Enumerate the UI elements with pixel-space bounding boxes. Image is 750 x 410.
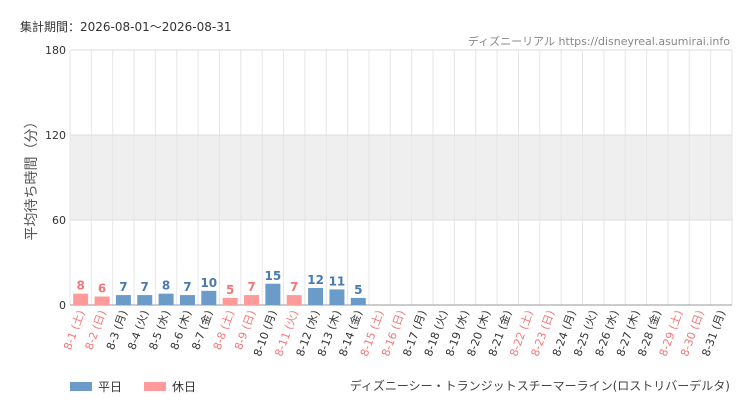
- value-label: 12: [307, 273, 324, 287]
- value-label: 6: [98, 282, 106, 296]
- y-tick-label: 60: [52, 214, 66, 227]
- legend-weekday: 平日: [70, 378, 122, 395]
- value-label: 7: [290, 280, 298, 294]
- y-tick-label: 120: [45, 129, 66, 142]
- bar-8-6 (木): [179, 295, 195, 305]
- period-label: 集計期間：2026-08-01～2026-08-31: [20, 20, 232, 34]
- weekday-swatch: [70, 382, 92, 391]
- value-label: 8: [76, 279, 84, 293]
- bar-8-3 (月): [115, 295, 131, 305]
- bar-8-1 (土): [73, 293, 89, 305]
- y-tick-label: 180: [45, 44, 66, 57]
- bar-8-13 (木): [329, 289, 345, 305]
- attraction-name: ディズニーシー・トランジットスチーマーライン(ロストリバーデルタ): [349, 379, 730, 393]
- source-label: ディズニーリアル https://disneyreal.asumirai.inf…: [467, 35, 730, 48]
- value-label: 5: [354, 283, 362, 297]
- bar-8-5 (水): [158, 293, 174, 305]
- value-label: 10: [200, 276, 217, 290]
- holiday-swatch: [144, 382, 167, 391]
- bar-8-9 (日): [244, 295, 260, 305]
- bar-8-7 (金): [201, 290, 217, 305]
- bar-8-12 (水): [308, 288, 324, 305]
- value-label: 8: [162, 279, 170, 293]
- y-tick-label: 0: [59, 299, 66, 312]
- legend-weekday-label: 平日: [98, 380, 123, 394]
- value-label: 5: [226, 283, 234, 297]
- legend: 平日 休日: [70, 378, 196, 395]
- value-label: 7: [247, 280, 255, 294]
- value-label: 7: [119, 280, 127, 294]
- bar-8-4 (火): [137, 295, 153, 305]
- y-axis-label: 平均待ち時間（分）: [24, 115, 40, 241]
- value-label: 15: [265, 269, 282, 283]
- value-label: 11: [329, 274, 346, 288]
- value-label: 7: [183, 280, 191, 294]
- band-60-120: [70, 135, 732, 220]
- bar-8-11 (火): [286, 295, 302, 305]
- bar-8-10 (月): [265, 283, 281, 305]
- bar-8-2 (日): [94, 296, 110, 305]
- value-label: 7: [141, 280, 149, 294]
- bar-8-8 (土): [222, 297, 238, 305]
- bar-8-14 (金): [350, 297, 366, 305]
- legend-holiday: 休日: [144, 378, 196, 395]
- legend-holiday-label: 休日: [172, 380, 197, 394]
